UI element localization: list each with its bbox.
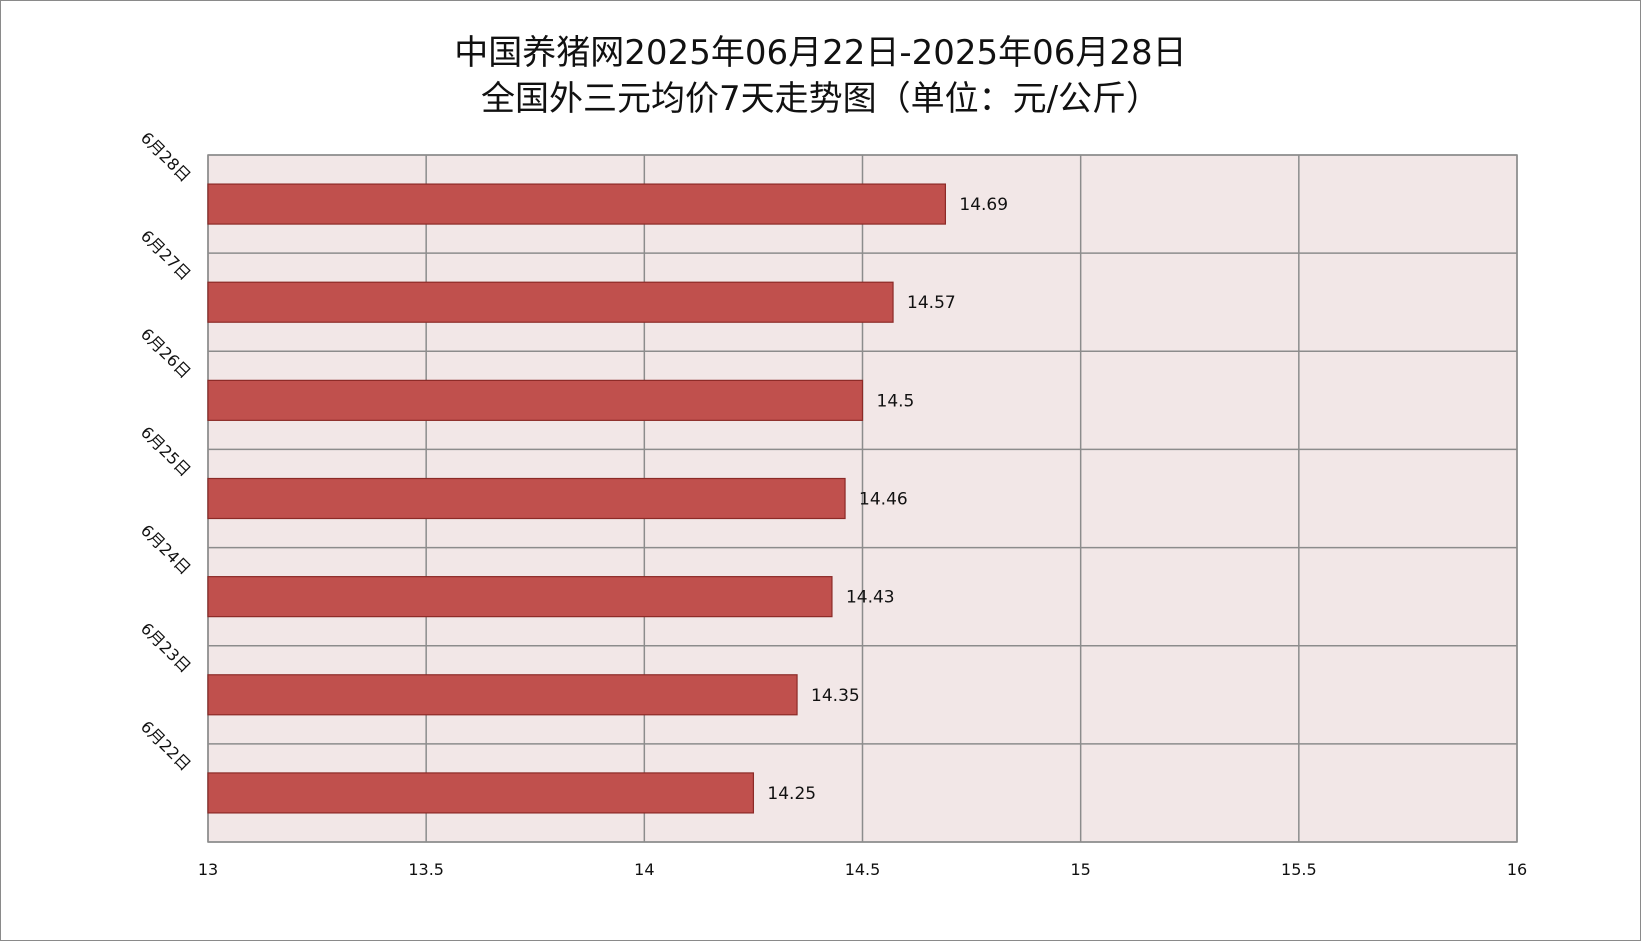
- y-tick-label: 6月25日: [137, 423, 195, 481]
- y-tick-label: 6月22日: [137, 717, 195, 775]
- data-label: 14.69: [959, 195, 1008, 215]
- data-label: 14.43: [846, 588, 895, 608]
- bar: [207, 576, 833, 618]
- bar: [207, 772, 755, 814]
- x-tick-label: 15.5: [1281, 860, 1317, 879]
- x-axis-ticks: 13 13.5 14 14.5 15 15.5 16: [198, 860, 1527, 879]
- y-tick-label: 6月28日: [137, 128, 195, 186]
- x-tick-label: 14: [634, 860, 654, 879]
- chart-subtitle: 全国外三元均价7天走势图（单位：元/公斤）: [480, 79, 1161, 119]
- x-tick-label: 16: [1507, 860, 1527, 879]
- y-tick-label: 6月23日: [137, 619, 195, 677]
- x-tick-label: 15: [1070, 860, 1090, 879]
- grid-lines: [207, 154, 1518, 843]
- chart-title-block: 中国养猪网2025年06月22日-2025年06月28日 全国外三元均价7天走势…: [0, 30, 1641, 122]
- x-tick-label: 13: [198, 860, 218, 879]
- y-tick-label: 6月26日: [137, 324, 195, 382]
- data-label: 14.5: [877, 391, 915, 411]
- bar: [207, 477, 846, 520]
- bar: [207, 379, 864, 421]
- y-tick-label: 6月24日: [137, 521, 195, 579]
- data-labels: 14.25 14.35 14.43 14.46 14.5 14.57 14.69: [767, 195, 1008, 804]
- data-label: 14.46: [859, 490, 908, 510]
- y-axis-ticks: 6月22日 6月23日 6月24日 6月25日 6月26日 6月27日 6月28日: [137, 128, 195, 775]
- x-tick-label: 13.5: [408, 860, 444, 879]
- bar: [207, 674, 798, 716]
- bar: [207, 183, 947, 225]
- x-tick-label: 14.5: [845, 860, 881, 879]
- y-tick-label: 6月27日: [137, 226, 195, 284]
- bars: [207, 183, 947, 814]
- data-label: 14.25: [767, 784, 816, 804]
- chart-title: 中国养猪网2025年06月22日-2025年06月28日: [454, 33, 1187, 73]
- bar: [207, 281, 894, 323]
- data-label: 14.57: [907, 293, 956, 313]
- data-label: 14.35: [811, 686, 860, 706]
